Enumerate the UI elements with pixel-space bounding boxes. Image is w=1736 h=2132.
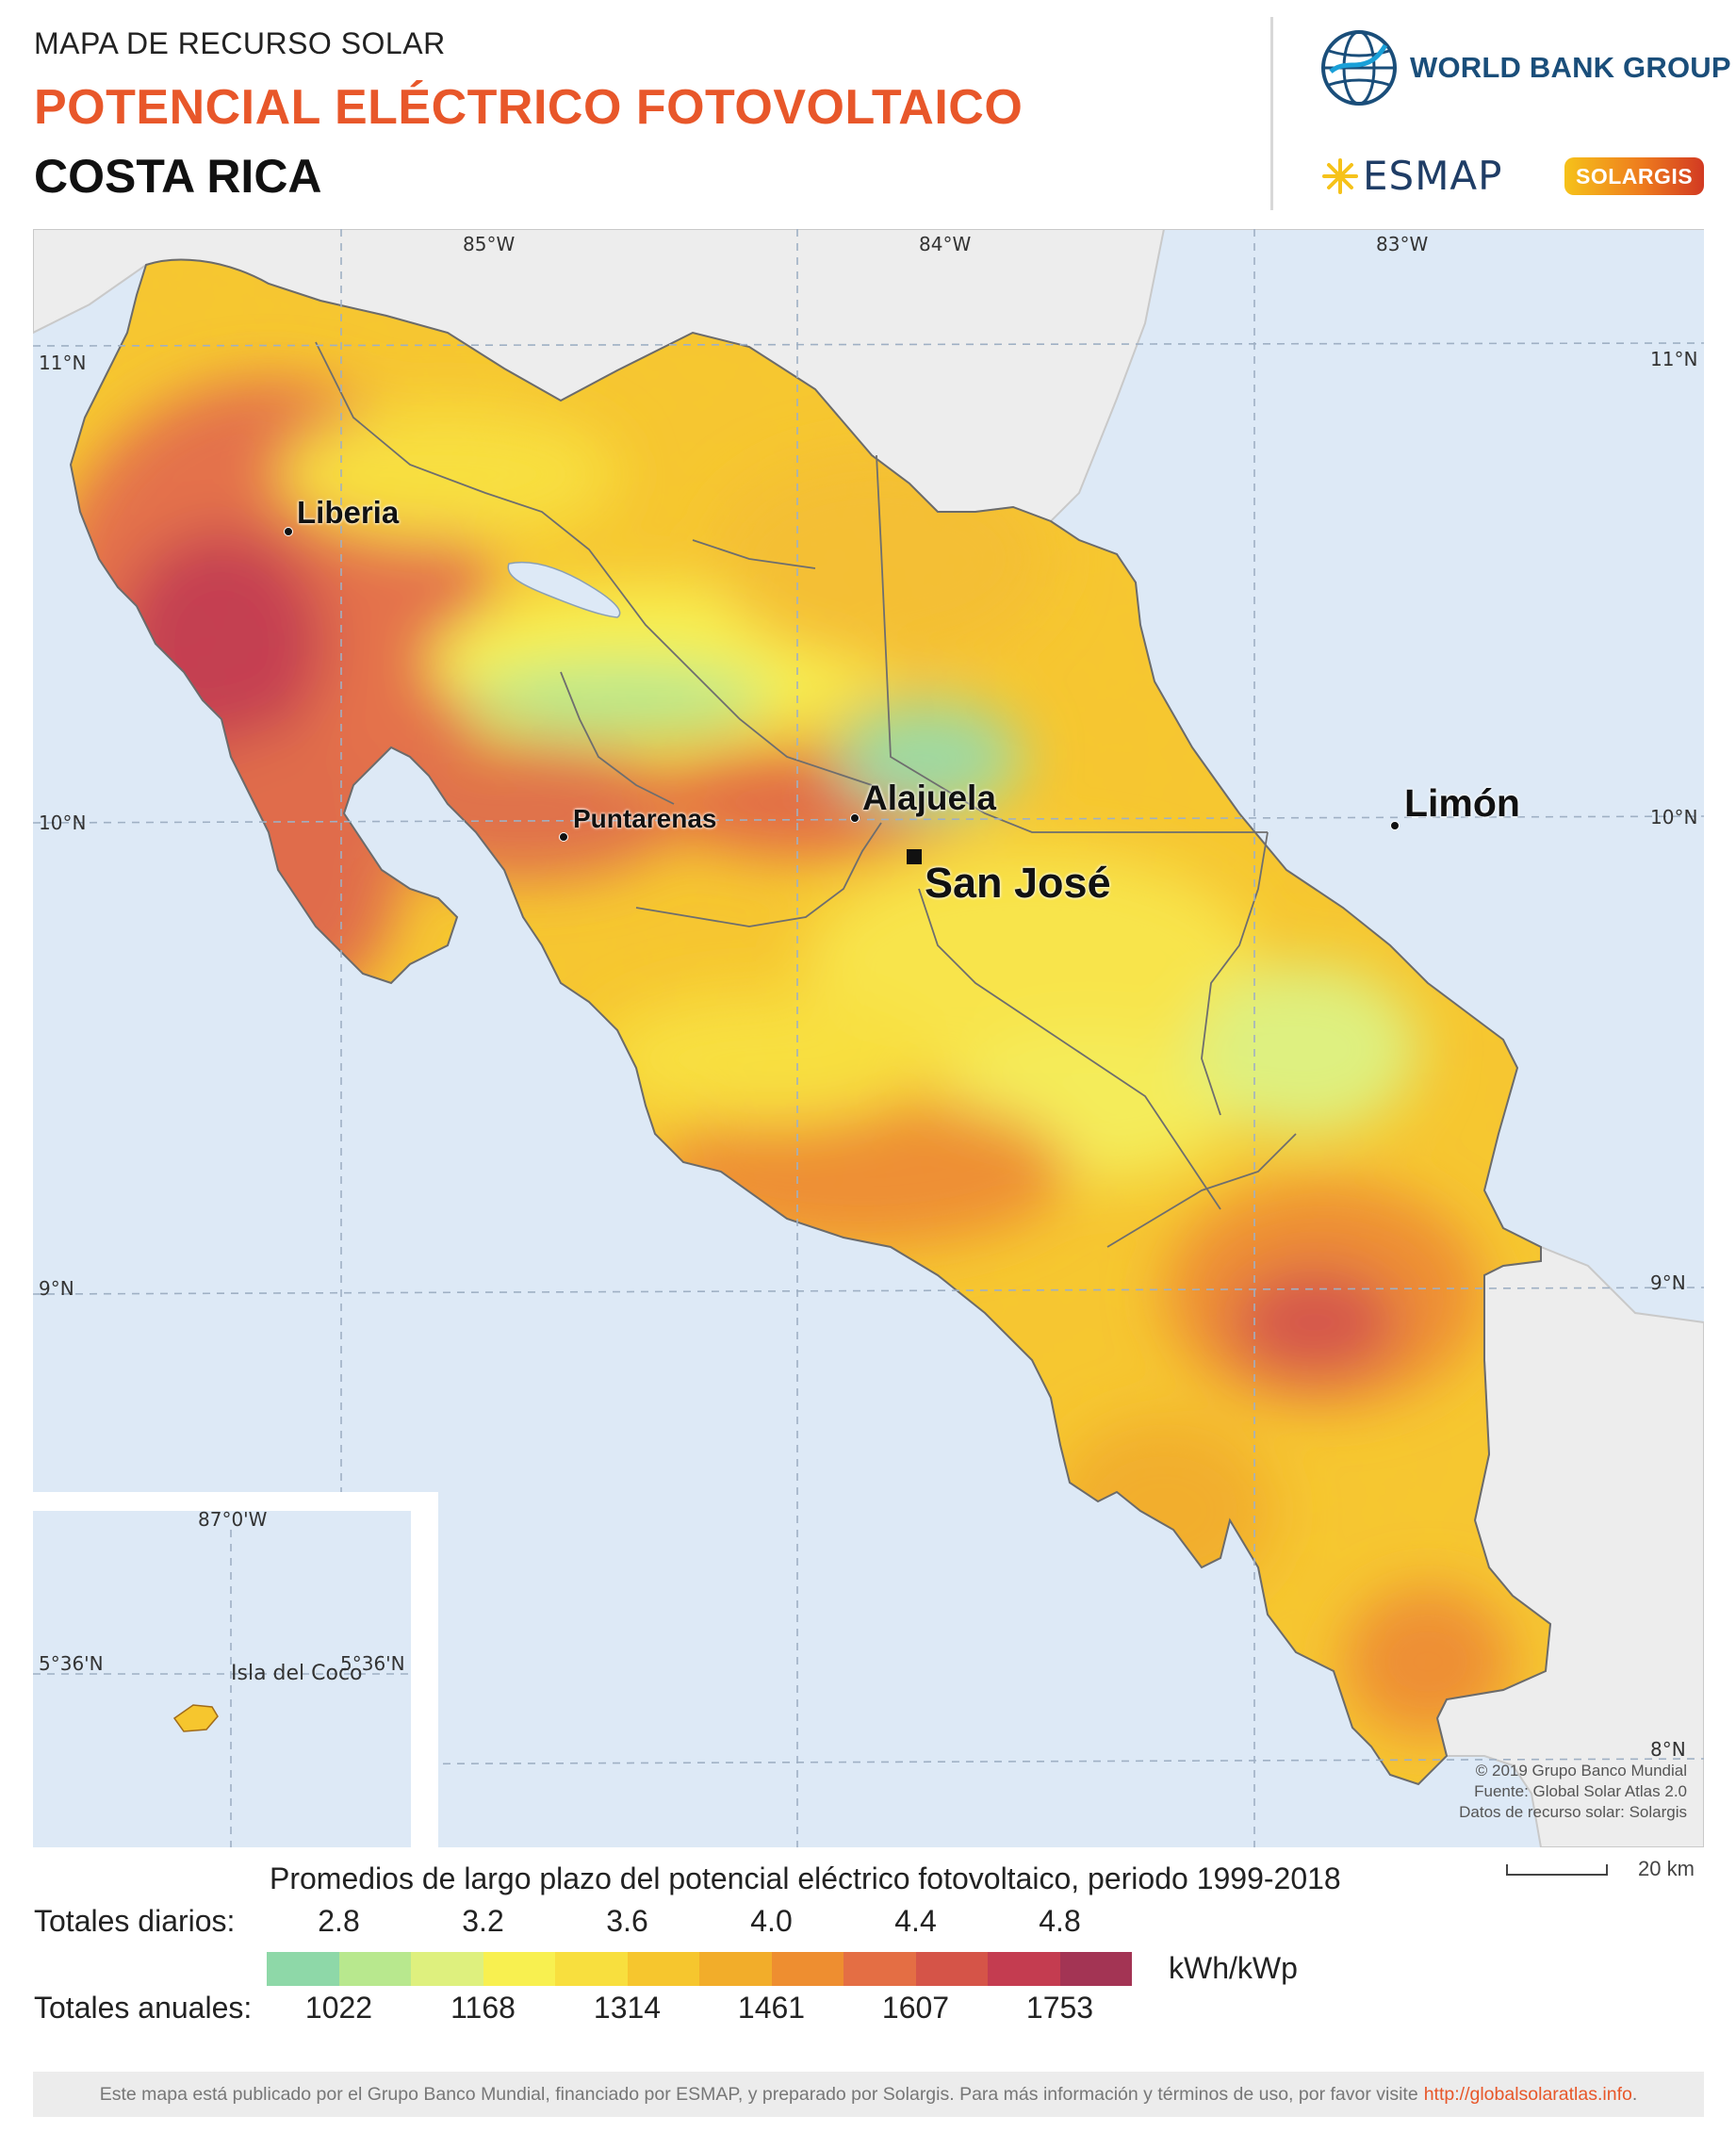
inset-latitude-label-left: 5°36'N (39, 1652, 104, 1675)
legend-daily-tick: 3.2 (462, 1904, 504, 1938)
solargis-wordmark: SOLARGIS (1576, 163, 1694, 189)
city-label-limon: Limón (1404, 781, 1520, 825)
legend-annual-tick: 1022 (304, 1991, 373, 2025)
legend-swatch (555, 1952, 628, 1986)
footer-note: Este mapa está publicado por el Grupo Ba… (33, 2072, 1704, 2117)
esmap-wordmark: ESMAP (1363, 153, 1503, 199)
legend-swatch (411, 1952, 483, 1986)
header-divider (1270, 17, 1273, 210)
legend-swatch (338, 1952, 411, 1986)
latitude-label-10n-right: 10°N (1650, 806, 1698, 828)
credit-line: © 2019 Grupo Banco Mundial (1475, 1762, 1687, 1779)
legend-daily-tick: 2.8 (318, 1904, 360, 1938)
legend-swatch (483, 1952, 555, 1986)
legend-swatch (843, 1952, 916, 1986)
solargis-logo: SOLARGIS (1564, 157, 1705, 195)
legend-annual-tick: 1753 (1025, 1991, 1094, 2025)
latitude-label-11n-left: 11°N (39, 352, 87, 374)
latitude-label-8n-right: 8°N (1650, 1738, 1686, 1761)
legend-swatch (915, 1952, 988, 1986)
legend-swatch (1059, 1952, 1132, 1986)
city-label-alajuela: Alajuela (862, 779, 996, 817)
legend-swatch (699, 1952, 772, 1986)
credit-line: Datos de recurso solar: Solargis (1459, 1803, 1687, 1821)
latitude-label-9n-left: 9°N (39, 1277, 74, 1300)
credit-line: Fuente: Global Solar Atlas 2.0 (1474, 1782, 1687, 1800)
legend-unit: kWh/kWp (1169, 1951, 1298, 1985)
legend-swatch (771, 1952, 843, 1986)
inset-latitude-label-right: 5°36'N (340, 1652, 405, 1675)
city-label-san-jose: San José (925, 859, 1111, 907)
city-marker-alajuela (850, 813, 860, 823)
latitude-label-9n-right: 9°N (1650, 1271, 1686, 1294)
world-bank-logo: WORLD BANK GROUP (1319, 28, 1731, 107)
map-title: POTENCIAL ELÉCTRICO FOTOVOLTAICO (34, 80, 1024, 135)
latitude-label-11n-right: 11°N (1650, 348, 1698, 370)
map-subtitle: MAPA DE RECURSO SOLAR (34, 26, 446, 60)
legend-title: Promedios de largo plazo del potencial e… (270, 1861, 1341, 1895)
legend-daily-tick: 4.8 (1039, 1904, 1081, 1938)
city-label-puntarenas: Puntarenas (573, 804, 717, 833)
legend-swatch (267, 1952, 339, 1986)
inset-island-label: Isla del Coco (231, 1662, 363, 1685)
capital-marker-san-jose (907, 849, 922, 864)
scale-bar (1506, 1864, 1608, 1876)
map-graphic (33, 229, 1704, 1847)
legend-swatch (627, 1952, 699, 1986)
longitude-label-83w: 83°W (1376, 233, 1429, 255)
world-bank-wordmark: WORLD BANK GROUP (1410, 51, 1731, 84)
longitude-label-84w: 84°W (919, 233, 972, 255)
legend-annual-tick: 1461 (737, 1991, 806, 2025)
legend-swatch (988, 1952, 1060, 1986)
legend-daily-tick: 4.4 (894, 1904, 937, 1938)
footer-end: . (1631, 2083, 1638, 2105)
footer-link[interactable]: http://globalsolaratlas.info (1423, 2083, 1632, 2105)
scale-label: 20 km (1638, 1857, 1695, 1880)
legend-daily-tick: 3.6 (606, 1904, 648, 1938)
city-marker-puntarenas (559, 832, 568, 842)
inset-panel (33, 1492, 438, 1847)
esmap-logo: ESMAP (1321, 153, 1503, 199)
city-marker-limon (1390, 821, 1400, 830)
inset-longitude-label: 87°0'W (198, 1508, 268, 1531)
city-label-liberia: Liberia (297, 495, 400, 530)
longitude-label-85w: 85°W (463, 233, 516, 255)
legend-color-bar (267, 1952, 1132, 1986)
latitude-label-10n-left: 10°N (39, 812, 87, 834)
legend-annual-tick: 1168 (450, 1991, 516, 2025)
sunburst-icon (1322, 157, 1358, 194)
city-marker-liberia (284, 527, 293, 536)
legend-annual-tick: 1607 (881, 1991, 950, 2025)
globe-icon (1321, 30, 1397, 106)
legend-daily-label: Totales diarios: (34, 1904, 236, 1938)
legend-daily-tick: 4.0 (750, 1904, 793, 1938)
map-canvas: 85°W 84°W 83°W 11°N 11°N 10°N 10°N 9°N 9… (33, 229, 1704, 1847)
legend-annual-tick: 1314 (593, 1991, 662, 2025)
country-name: COSTA RICA (34, 150, 322, 203)
map-credits: © 2019 Grupo Banco Mundial Fuente: Globa… (1459, 1761, 1687, 1823)
legend-annual-label: Totales anuales: (34, 1991, 253, 2025)
footer-text: Este mapa está publicado por el Grupo Ba… (99, 2083, 1418, 2105)
